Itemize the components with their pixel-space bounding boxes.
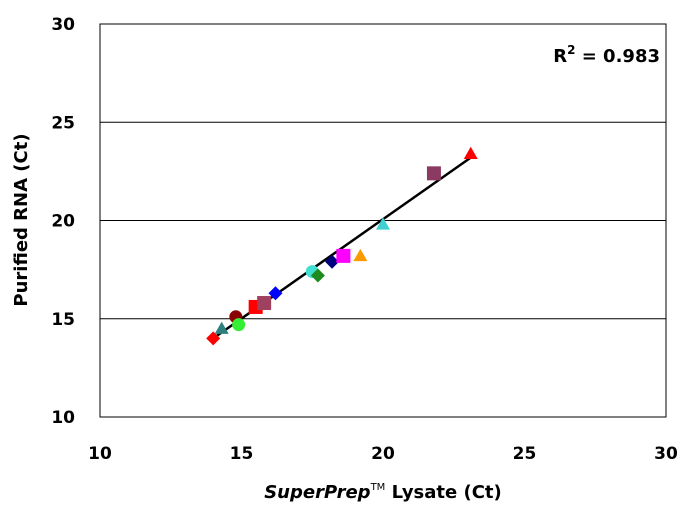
data-point-diamond (268, 286, 283, 301)
data-point-square (336, 248, 351, 263)
data-point-diamond (325, 254, 340, 269)
y-tick-label: 15 (51, 310, 75, 330)
data-point-triangle (463, 146, 478, 159)
x-tick-label: 10 (88, 444, 112, 464)
y-tick-labels: 10 15 20 25 30 (51, 15, 75, 428)
y-axis-label: Purified RNA (Ct) (11, 133, 32, 306)
x-tick-labels: 10 15 20 25 30 (88, 444, 678, 464)
x-tick-label: 25 (513, 444, 537, 464)
data-point-diamond (206, 331, 221, 346)
data-point-diamond (310, 268, 325, 283)
data-points (206, 146, 478, 346)
y-tick-label: 30 (51, 15, 75, 35)
data-point-square (257, 296, 272, 311)
x-tick-label: 15 (230, 444, 254, 464)
x-axis-label: SuperPrepTM Lysate (Ct) (264, 482, 502, 503)
y-tick-label: 10 (51, 408, 75, 428)
x-tick-label: 20 (371, 444, 395, 464)
data-point-triangle (376, 217, 390, 230)
y-tick-label: 20 (51, 212, 75, 232)
data-point-triangle (353, 248, 368, 262)
plot-area (99, 23, 667, 418)
x-tick-label: 30 (654, 444, 678, 464)
y-tick-label: 25 (51, 113, 75, 133)
data-point-square (426, 166, 441, 181)
r-squared-annotation: R2 = 0.983 (553, 43, 660, 67)
data-point-circle (232, 318, 246, 332)
data-point-triangle (214, 321, 229, 334)
